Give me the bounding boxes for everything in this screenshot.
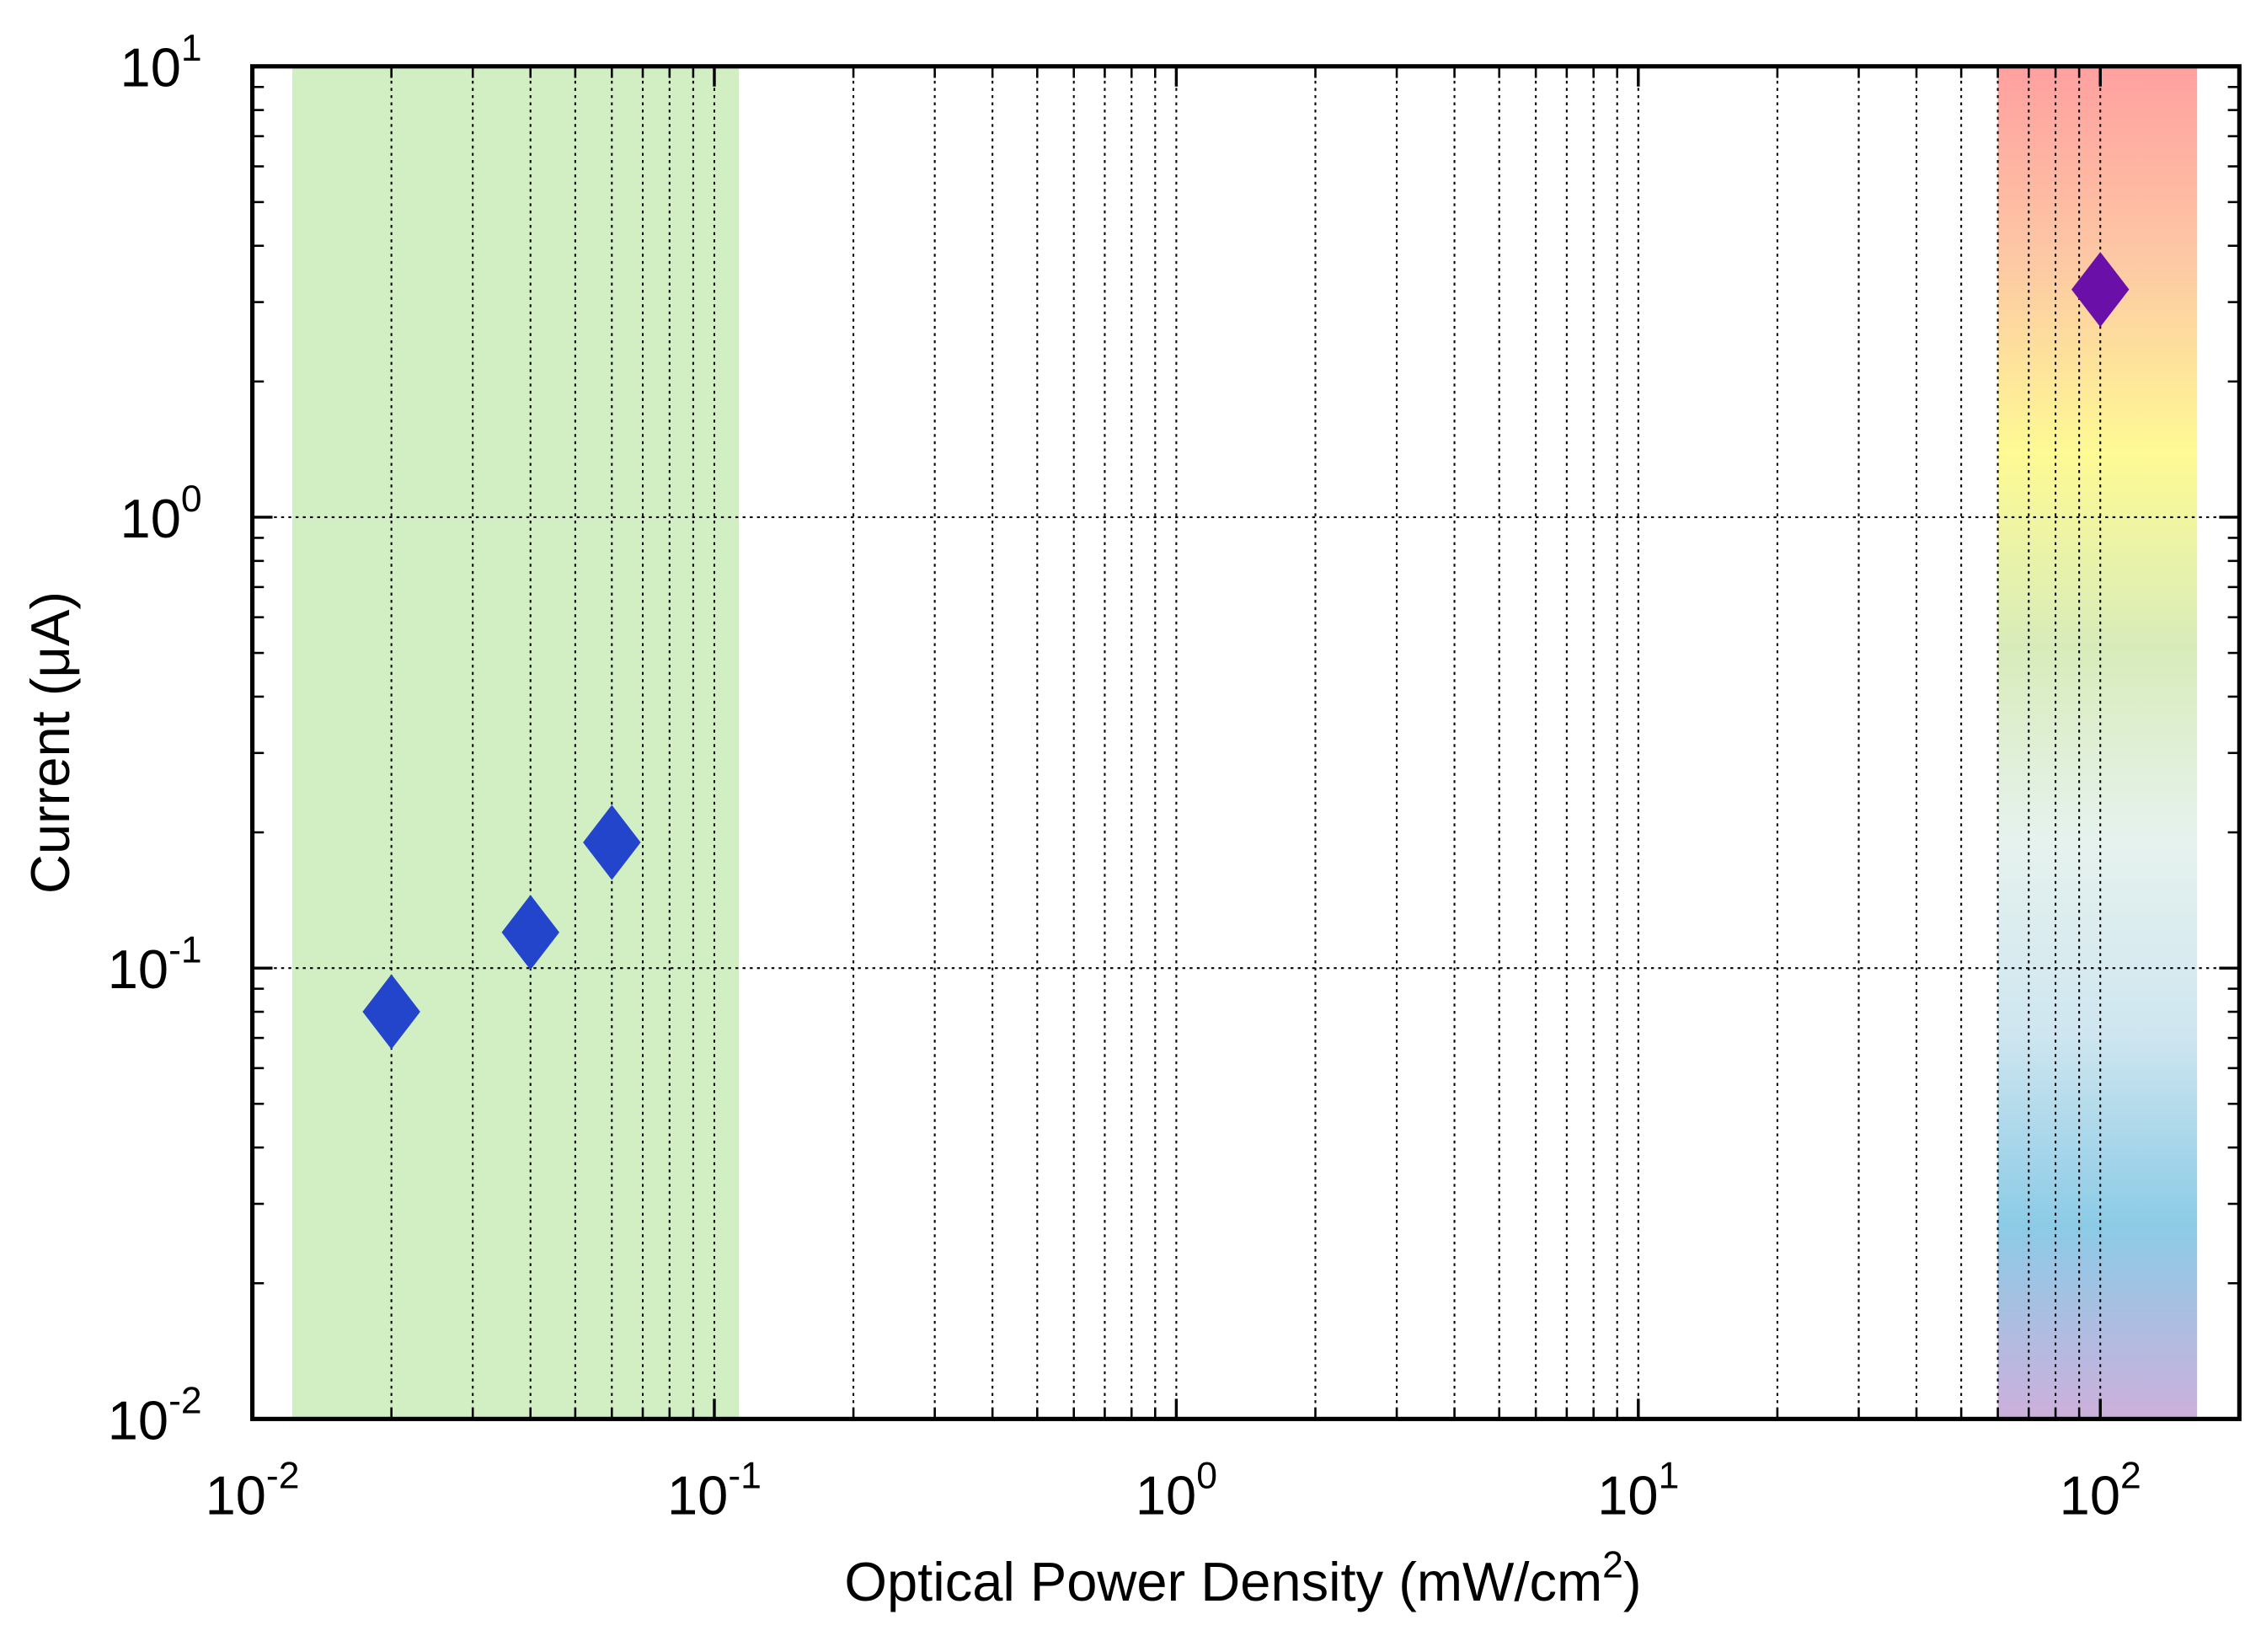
x-axis-label-text: Optical Power Density (mW/cm xyxy=(844,1551,1602,1612)
x-tick-exponent: 2 xyxy=(2120,1456,2141,1497)
x-tick-base: 10 xyxy=(206,1464,266,1526)
x-tick-base: 10 xyxy=(667,1464,728,1526)
y-tick-label: 100 xyxy=(120,478,202,549)
y-tick-exponent: 1 xyxy=(181,28,202,69)
x-tick-exponent: -1 xyxy=(728,1456,762,1497)
x-tick-base: 10 xyxy=(1136,1464,1196,1526)
y-tick-label: 10-1 xyxy=(108,929,202,1000)
plot-frame xyxy=(249,64,2242,1421)
x-tick-base: 10 xyxy=(2060,1464,2120,1526)
y-tick-base: 10 xyxy=(108,938,168,1000)
y-tick-exponent: 0 xyxy=(181,478,202,520)
y-tick-base: 10 xyxy=(108,1389,168,1451)
x-tick-label: 100 xyxy=(1136,1456,1217,1526)
x-tick-label: 10-1 xyxy=(667,1456,762,1526)
x-tick-label: 102 xyxy=(2060,1456,2141,1526)
x-tick-label: 101 xyxy=(1597,1456,1679,1526)
y-tick-base: 10 xyxy=(120,37,181,99)
data-point xyxy=(501,895,559,970)
data-point xyxy=(2071,252,2130,328)
x-axis-label: Optical Power Density (mW/cm2) xyxy=(844,1545,1641,1612)
x-axis-label-sup: 2 xyxy=(1602,1545,1623,1586)
y-tick-base: 10 xyxy=(120,488,181,549)
shaded-band xyxy=(291,66,740,1419)
data-point xyxy=(362,974,420,1050)
x-axis-label-end: ) xyxy=(1623,1551,1642,1612)
data-point xyxy=(583,805,641,880)
y-tick-exponent: -1 xyxy=(168,929,202,970)
y-tick-exponent: -2 xyxy=(168,1381,202,1422)
x-tick-label: 10-2 xyxy=(206,1456,300,1526)
y-axis-label: Current (μA) xyxy=(19,591,81,894)
x-tick-exponent: 0 xyxy=(1196,1456,1217,1497)
x-tick-base: 10 xyxy=(1597,1464,1658,1526)
y-tick-label: 101 xyxy=(120,28,202,99)
x-tick-exponent: 1 xyxy=(1659,1456,1680,1497)
y-tick-label: 10-2 xyxy=(108,1381,202,1452)
x-tick-exponent: -2 xyxy=(266,1456,300,1497)
